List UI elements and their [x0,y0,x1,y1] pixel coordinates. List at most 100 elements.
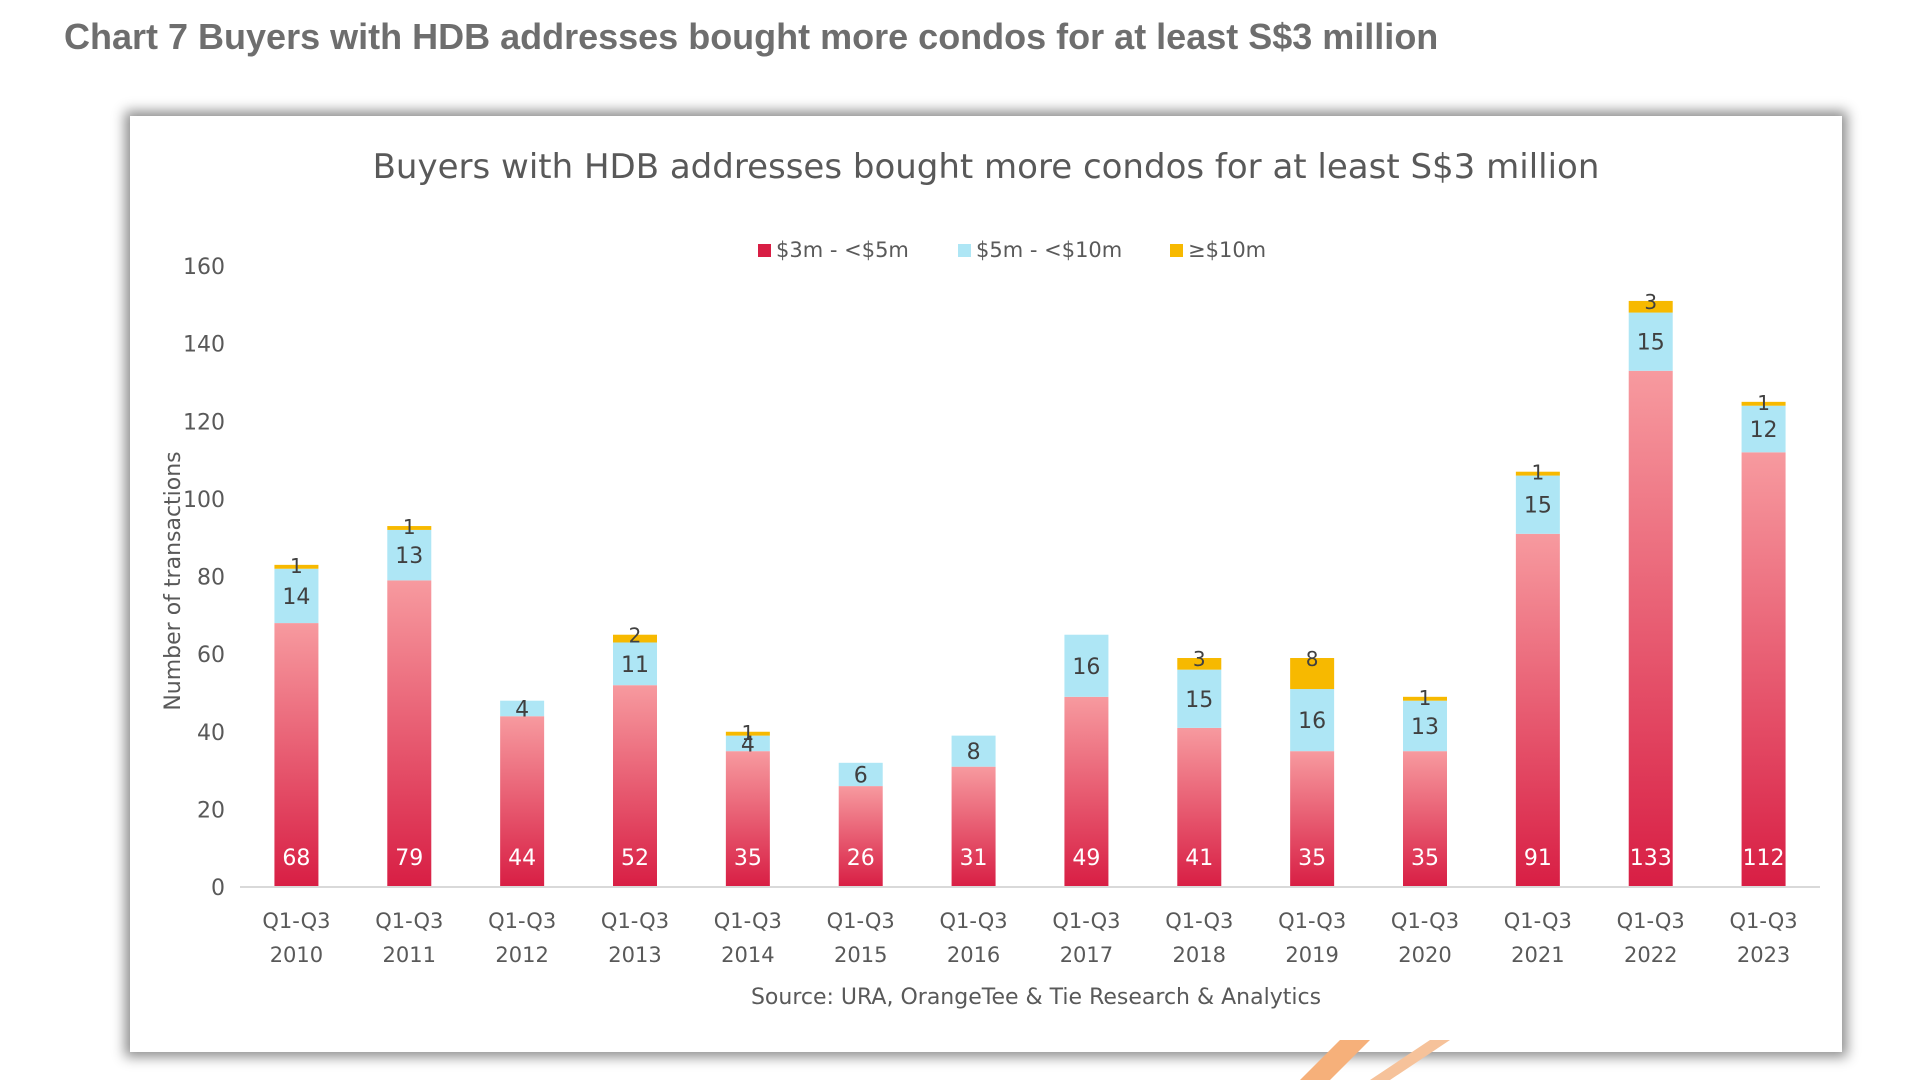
x-tick-label: 2015 [834,943,887,967]
data-label: 41 [1185,846,1213,871]
legend-item: ≥$10m [1170,238,1266,262]
data-label: 79 [395,846,423,871]
x-tick-label: 2022 [1624,943,1677,967]
data-label: 11 [621,653,649,678]
data-label: 15 [1185,688,1213,713]
bar-group: 26 6 [838,762,883,887]
bar-segment [500,716,545,887]
y-tick-label: 100 [183,488,225,513]
bar-segment [387,529,432,581]
bar-group: 41 15 3 [1177,647,1222,887]
data-label: 1 [741,721,754,745]
bar-segment [1290,658,1335,690]
source-note: Source: URA, OrangeTee & Tie Research & … [751,985,1321,1010]
data-label: 112 [1743,846,1785,871]
x-tick-label: Q1-Q3 [1617,909,1685,933]
x-tick-label: 2021 [1511,943,1564,967]
x-tick-label: 2016 [947,943,1000,967]
bar-group: 133 15 3 [1628,290,1673,887]
x-tick-label: Q1-Q3 [827,909,895,933]
bar-segment [1177,669,1222,728]
bar-segment [1741,452,1786,887]
x-tick-label: Q1-Q3 [601,909,669,933]
data-label: 35 [1298,846,1326,871]
bar-segment [1403,696,1447,701]
x-tick-label: 2018 [1173,943,1226,967]
x-tick-label: Q1-Q3 [375,909,443,933]
bar-segment [1177,658,1222,670]
bar-segment [1290,689,1335,752]
x-tick-label: 2017 [1060,943,1113,967]
data-label: 35 [1411,846,1439,871]
bar-segment [613,642,657,686]
bar-segment [725,735,770,752]
data-label: 91 [1524,846,1552,871]
data-label: 4 [741,732,755,757]
data-label: 2 [629,624,642,648]
data-label: 13 [395,544,423,569]
data-label: 6 [854,763,868,788]
data-label: 16 [1298,709,1326,734]
legend-label: $3m - <$5m [776,238,909,262]
bar-segment [1741,401,1786,406]
data-label: 35 [734,846,762,871]
chart-title: Buyers with HDB addresses bought more co… [373,147,1600,187]
data-label: 1 [1419,686,1432,710]
bars: 6814179131444521123541266318491641153351… [274,290,1786,887]
chart-frame: Buyers with HDB addresses bought more co… [130,116,1842,1052]
bar-group: 52 11 2 [613,624,657,887]
data-label: 133 [1630,846,1672,871]
x-tick-label: 2011 [383,943,436,967]
x-tick-label: Q1-Q3 [1391,909,1459,933]
bar-group: 35 13 1 [1403,686,1447,887]
bar-group: 68 14 1 [274,554,319,887]
y-tick-label: 40 [197,721,225,746]
data-label: 12 [1750,418,1778,443]
x-tick-label: 2013 [608,943,661,967]
bar-segment [274,623,319,887]
data-label: 1 [290,554,303,578]
data-label: 15 [1637,331,1665,356]
y-tick-label: 160 [183,255,225,280]
data-label: 13 [1411,715,1439,740]
bar-group: 91 15 1 [1515,461,1560,887]
bar-group: 31 8 [951,735,996,887]
bar-segment [1403,700,1447,752]
page-title: Chart 7 Buyers with HDB addresses bought… [64,16,1439,57]
data-label: 1 [1757,391,1770,415]
x-tick-label: Q1-Q3 [1052,909,1120,933]
data-label: 8 [1306,647,1319,671]
y-axis: 0 20 40 60 80 100 120 140 160 [183,255,225,901]
data-label: 15 [1524,494,1552,519]
x-axis: Q1-Q3 2010 Q1-Q3 2011 Q1-Q3 2012 Q1-Q3 2013 Q1-Q… [262,909,1797,967]
x-tick-label: 2020 [1398,943,1451,967]
bar-segment [951,766,996,887]
y-tick-label: 0 [211,876,225,901]
bar-group: 35 16 8 [1290,647,1335,887]
data-label: 52 [621,846,649,871]
legend-item: $5m - <$10m [958,238,1122,262]
x-tick-label: Q1-Q3 [1278,909,1346,933]
stacked-bar-chart: Buyers with HDB addresses bought more co… [161,147,1820,1010]
bar-segment [1628,370,1673,887]
legend-label: $5m - <$10m [976,238,1122,262]
bar-segment [274,568,319,624]
bar-segment [1741,405,1786,453]
bar-segment [838,762,883,787]
bar-segment [387,580,432,887]
bar-segment [1177,727,1222,887]
bar-segment [951,735,996,767]
y-tick-label: 20 [197,798,225,823]
x-tick-label: Q1-Q3 [1504,909,1572,933]
data-label: 14 [282,585,310,610]
x-tick-label: Q1-Q3 [488,909,556,933]
data-label: 1 [403,515,416,539]
y-tick-label: 80 [197,566,225,591]
bar-segment [1403,751,1447,887]
bar-segment [725,751,770,887]
x-tick-label: 2012 [495,943,548,967]
y-tick-label: 60 [197,643,225,668]
bar-group: 444 [500,697,545,887]
bar-segment [274,564,319,569]
legend-item: $3m - <$5m [758,238,909,262]
